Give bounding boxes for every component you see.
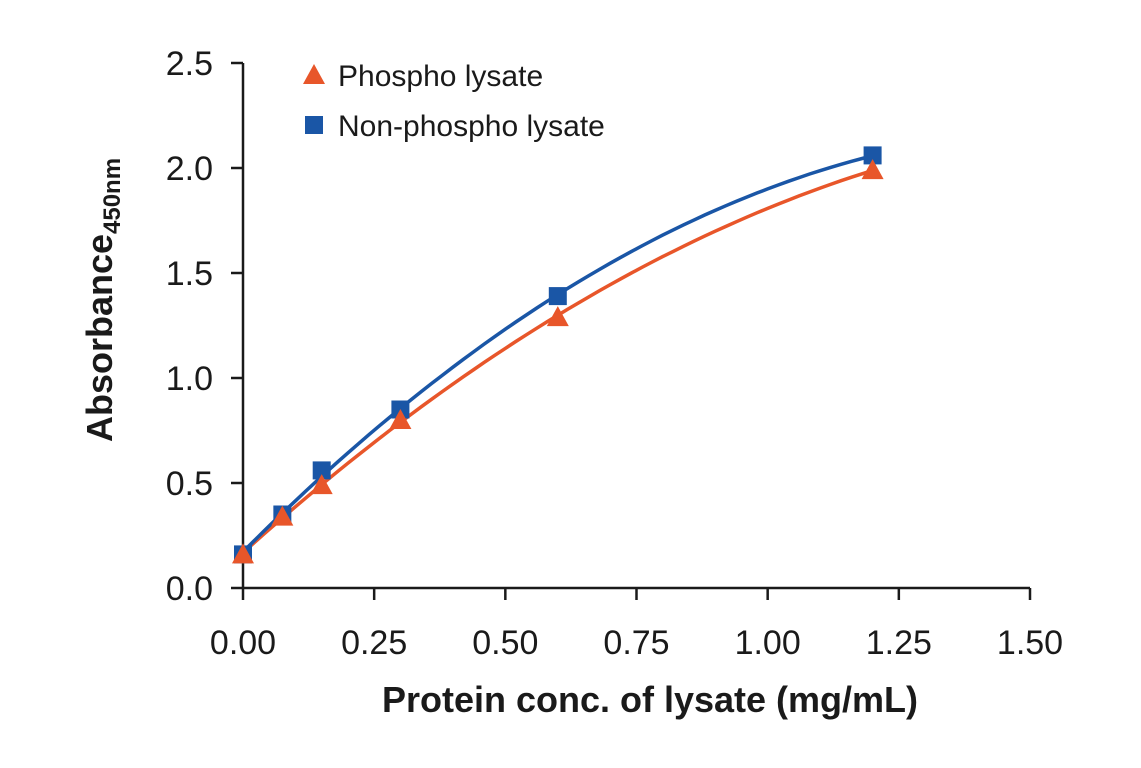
x-tick-label: 0.00 [210,624,276,662]
data-point-phospho [232,543,254,564]
y-tick-label: 1.0 [166,360,213,398]
y-tick-label: 1.5 [166,255,213,293]
y-tick-label: 0.0 [166,570,213,608]
y-axis-title: Absorbance450nm [79,158,126,442]
y-tick-label: 0.5 [166,465,213,503]
data-point-non-phospho [863,146,882,165]
x-axis-title: Protein conc. of lysate (mg/mL) [382,679,918,720]
y-tick-label: 2.5 [166,45,213,83]
x-tick-label: 1.00 [735,624,801,662]
fit-curve-non-phospho [241,154,874,554]
x-tick-label: 0.75 [603,624,669,662]
data-point-phospho [546,306,569,327]
y-axis-title-subscript: 450nm [99,158,126,234]
legend-label: Non-phospho lysate [338,110,605,143]
data-point-phospho [861,159,884,180]
data-points [232,146,884,564]
fit-curves [241,154,874,555]
data-point-non-phospho [312,461,331,480]
legend: Phospho lysate Non-phospho lysate [303,60,605,143]
x-tick-label: 0.50 [472,624,538,662]
data-point-phospho [271,505,294,526]
data-point-phospho [310,474,333,495]
y-tick-label: 2.0 [166,150,213,188]
fit-curve-phospho [241,168,874,555]
legend-marker-triangle [303,64,325,84]
x-tick-label: 1.25 [866,624,932,662]
x-tick-label: 0.25 [341,624,407,662]
y-axis-title-main: Absorbance [79,234,120,442]
x-tick-label: 1.50 [997,624,1063,662]
legend-marker-square [305,116,323,134]
data-point-non-phospho [548,287,567,306]
data-point-phospho [389,409,412,429]
ticks: 0.00 0.25 0.50 0.75 1.00 1.25 1.50 0.0 0.5 1.0 1.5… [166,45,1063,662]
legend-label: Phospho lysate [338,60,543,93]
